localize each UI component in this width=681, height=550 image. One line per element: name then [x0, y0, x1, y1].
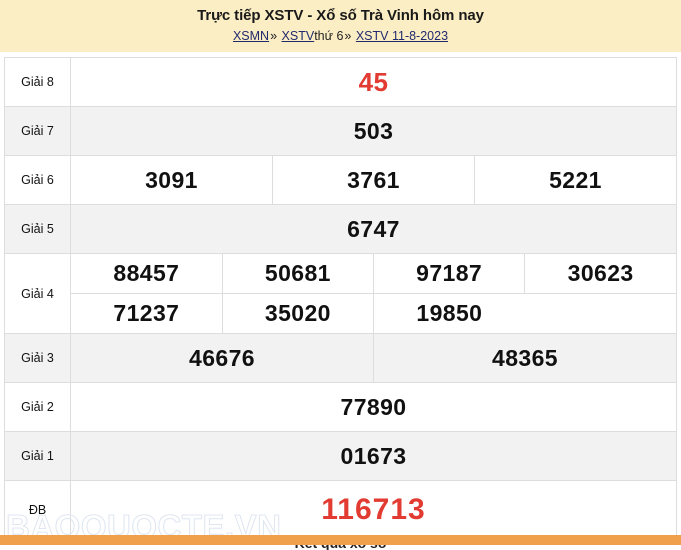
- prize-label-db: ĐB: [4, 480, 71, 539]
- page-header: Trực tiếp XSTV - Xổ số Trà Vinh hôm nay …: [0, 0, 681, 52]
- breadcrumb-separator-1: »: [270, 29, 278, 43]
- prize-value-g4-3: 97187: [372, 254, 526, 294]
- table-row-g8: Giải 8 45: [4, 57, 677, 107]
- prize-label-g2: Giải 2: [4, 382, 71, 432]
- table-row-g6: Giải 6 3091 3761 5221: [4, 155, 677, 205]
- lottery-result-table-wrap: Giải 8 45 Giải 7 503 Giải 6 3091 3761 52…: [0, 52, 681, 539]
- prize-value-g4-6: 35020: [221, 293, 375, 333]
- breadcrumb-link-xstv-date[interactable]: XSTV 11-8-2023: [355, 29, 449, 43]
- prize-value-g6-1: 3091: [70, 155, 273, 205]
- table-row-g1: Giải 1 01673: [4, 431, 677, 481]
- prize-value-g1-1: 01673: [70, 431, 677, 481]
- prize-value-g6-2: 3761: [272, 155, 475, 205]
- prize-value-g4-2: 50681: [221, 254, 375, 294]
- breadcrumb-link-xstv[interactable]: XSTV: [281, 29, 315, 43]
- prize-label-g7: Giải 7: [4, 106, 71, 156]
- prize-label-g4: Giải 4: [4, 253, 71, 334]
- prize-value-g3-1: 46676: [70, 333, 374, 383]
- prize-label-g5: Giải 5: [4, 204, 71, 254]
- table-row-g3: Giải 3 46676 48365: [4, 333, 677, 383]
- page-title: Trực tiếp XSTV - Xổ số Trà Vinh hôm nay: [197, 7, 484, 24]
- lottery-result-table: Giải 8 45 Giải 7 503 Giải 6 3091 3761 52…: [4, 57, 677, 539]
- table-row-g5: Giải 5 6747: [4, 204, 677, 254]
- bottom-accent-bar: [0, 535, 681, 545]
- prize-value-g3-2: 48365: [373, 333, 677, 383]
- table-row-g7: Giải 7 503: [4, 106, 677, 156]
- table-row-g2: Giải 2 77890: [4, 382, 677, 432]
- g4-subtable: 88457 50681 97187 30623 71237 35020 1985…: [71, 254, 676, 333]
- table-row-db: ĐB 116713: [4, 480, 677, 539]
- breadcrumb-link-xsmn[interactable]: XSMN: [232, 29, 270, 43]
- prize-label-g3: Giải 3: [4, 333, 71, 383]
- prize-label-g1: Giải 1: [4, 431, 71, 481]
- prize-value-g4-5: 71237: [71, 293, 223, 333]
- breadcrumb-separator-2: »: [344, 29, 352, 43]
- prize-value-g5-1: 6747: [70, 204, 677, 254]
- g4-subrow-1: 88457 50681 97187 30623: [71, 254, 676, 294]
- prize-value-g2-1: 77890: [70, 382, 677, 432]
- bottom-cut-region: Kết quả xổ số: [0, 545, 681, 550]
- prize-label-g6: Giải 6: [4, 155, 71, 205]
- prize-value-g4-group: 88457 50681 97187 30623 71237 35020 1985…: [70, 253, 677, 334]
- prize-value-g4-4: 30623: [524, 254, 676, 294]
- prize-value-g6-3: 5221: [474, 155, 677, 205]
- breadcrumb-weekday: thứ 6: [314, 29, 344, 43]
- breadcrumb: XSMN» XSTVthứ 6» XSTV 11-8-2023: [0, 28, 681, 45]
- prize-value-g8-1: 45: [70, 57, 677, 107]
- prize-value-g7-1: 503: [70, 106, 677, 156]
- table-row-g4: Giải 4 88457 50681 97187 30623 71237: [4, 253, 677, 334]
- prize-value-db-1: 116713: [70, 480, 677, 539]
- prize-value-g4-7: 19850: [372, 293, 525, 333]
- prize-label-g8: Giải 8: [4, 57, 71, 107]
- g4-subrow-2: 71237 35020 19850: [71, 293, 676, 333]
- bottom-cut-text: Kết quả xổ số: [0, 545, 681, 550]
- prize-value-g4-1: 88457: [71, 254, 223, 294]
